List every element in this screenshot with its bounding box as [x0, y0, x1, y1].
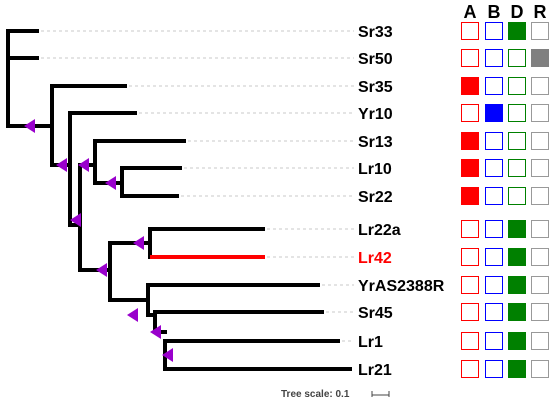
- node-marker-n122: [105, 176, 116, 190]
- cell-yr10-a: [461, 104, 479, 122]
- leaf-labels: Sr33 Sr50 Sr35 Yr10 Sr13 Lr10 Sr22 Lr22a Lr42 YrA…: [358, 24, 445, 379]
- node-marker-n172: [162, 348, 173, 362]
- cell-lr21-a: [461, 360, 479, 378]
- cell-lr10-r: [531, 159, 549, 177]
- cell-lr22a-b: [485, 220, 503, 238]
- cell-lr22a-r: [531, 220, 549, 238]
- leaf-label-yr10: Yr10: [358, 106, 393, 123]
- cell-yr10-b: [485, 104, 503, 122]
- node-marker-n95: [78, 158, 89, 172]
- cell-lr21-d: [508, 360, 526, 378]
- annotation-grid: [461, 22, 549, 378]
- leaf-label-lr10: Lr10: [358, 161, 392, 178]
- cell-lr42-b: [485, 248, 503, 266]
- leaf-label-sr35: Sr35: [358, 79, 393, 96]
- cell-sr13-r: [531, 132, 549, 150]
- cell-lr21-b: [485, 360, 503, 378]
- node-marker-root: [24, 119, 35, 133]
- leaf-guide-lines: [41, 30, 354, 342]
- cell-lr22a-d: [508, 220, 526, 238]
- leaf-label-lr21: Lr21: [358, 362, 392, 379]
- cell-lr1-r: [531, 332, 549, 350]
- cell-sr45-d: [508, 303, 526, 321]
- leaf-label-sr50: Sr50: [358, 51, 393, 68]
- leaf-label-lr1: Lr1: [358, 334, 383, 351]
- tree-scale-bar: Tree scale: 0.1: [281, 389, 390, 400]
- cell-sr22-r: [531, 187, 549, 205]
- cell-lr42-d: [508, 248, 526, 266]
- column-header-d: D: [511, 2, 524, 22]
- cell-sr13-d: [508, 132, 526, 150]
- node-markers: [24, 119, 173, 362]
- cell-lr42-r: [531, 248, 549, 266]
- cell-sr35-r: [531, 77, 549, 95]
- column-header-b: B: [488, 2, 501, 22]
- cell-sr33-d: [508, 22, 526, 40]
- leaf-label-sr33: Sr33: [358, 24, 393, 41]
- leaf-label-sr45: Sr45: [358, 305, 393, 322]
- cell-lr42-a: [461, 248, 479, 266]
- leaf-label-lr42: Lr42: [358, 250, 392, 267]
- cell-yr10-d: [508, 104, 526, 122]
- cell-yras2388r-a: [461, 276, 479, 294]
- cell-sr22-a: [461, 187, 479, 205]
- cell-sr45-a: [461, 303, 479, 321]
- node-marker-n148: [127, 308, 138, 322]
- cell-yras2388r-r: [531, 276, 549, 294]
- node-marker-n80: [70, 213, 81, 227]
- cell-sr50-r: [531, 49, 549, 67]
- cell-lr10-d: [508, 159, 526, 177]
- cell-lr22a-a: [461, 220, 479, 238]
- cell-yras2388r-b: [485, 276, 503, 294]
- cell-sr35-b: [485, 77, 503, 95]
- tree-branches: [6, 29, 352, 371]
- cell-sr50-b: [485, 49, 503, 67]
- cell-sr50-d: [508, 49, 526, 67]
- column-header-r: R: [534, 2, 547, 22]
- cell-lr10-a: [461, 159, 479, 177]
- tree-scale-label: Tree scale: 0.1: [281, 389, 350, 400]
- cell-sr33-b: [485, 22, 503, 40]
- cell-sr13-b: [485, 132, 503, 150]
- cell-sr33-r: [531, 22, 549, 40]
- cell-sr45-b: [485, 303, 503, 321]
- node-marker-n70: [56, 158, 67, 172]
- node-marker-n150: [133, 236, 144, 250]
- cell-sr35-d: [508, 77, 526, 95]
- cell-sr45-r: [531, 303, 549, 321]
- leaf-label-sr13: Sr13: [358, 134, 393, 151]
- cell-sr22-d: [508, 187, 526, 205]
- node-marker-n110: [96, 263, 107, 277]
- cell-yr10-r: [531, 104, 549, 122]
- node-marker-n165: [150, 325, 161, 339]
- cell-yras2388r-d: [508, 276, 526, 294]
- cell-sr22-b: [485, 187, 503, 205]
- cell-lr21-r: [531, 360, 549, 378]
- leaf-label-sr22: Sr22: [358, 189, 393, 206]
- cell-lr1-b: [485, 332, 503, 350]
- cell-sr35-a: [461, 77, 479, 95]
- cell-lr10-b: [485, 159, 503, 177]
- cell-sr50-a: [461, 49, 479, 67]
- leaf-label-yras2388r: YrAS2388R: [358, 278, 445, 295]
- cell-lr1-d: [508, 332, 526, 350]
- leaf-label-lr22a: Lr22a: [358, 222, 401, 239]
- cell-sr33-a: [461, 22, 479, 40]
- column-header-a: A: [464, 2, 477, 22]
- cell-lr1-a: [461, 332, 479, 350]
- cell-sr13-a: [461, 132, 479, 150]
